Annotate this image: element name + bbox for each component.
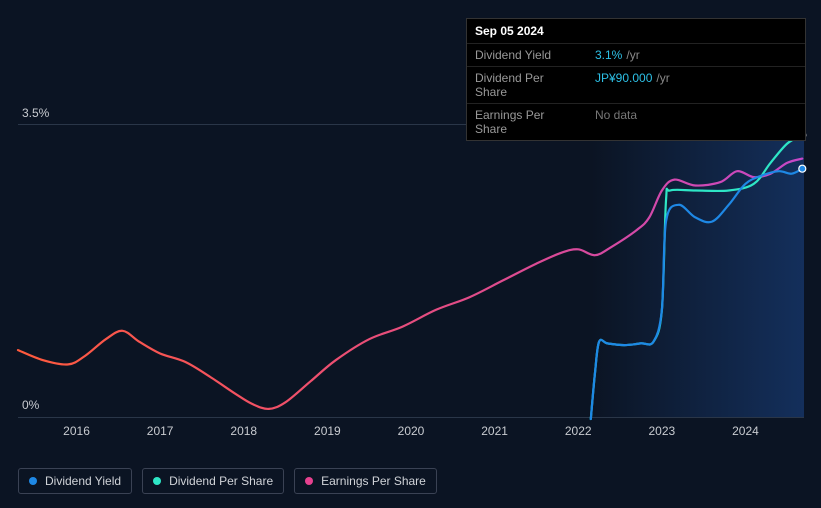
chart-svg <box>18 125 804 417</box>
chart-tooltip: Sep 05 2024 Dividend Yield3.1%/yrDividen… <box>466 18 806 141</box>
tooltip-row-value: No data <box>587 104 645 140</box>
x-axis: 2016 2017 2018 2019 2020 2021 2022 2023 2024 <box>18 424 804 444</box>
tooltip-row: Earnings Per ShareNo data <box>467 104 805 140</box>
series-dividend_per_share <box>591 135 803 419</box>
legend-label: Dividend Yield <box>45 474 121 488</box>
tooltip-row-label: Earnings Per Share <box>467 104 587 140</box>
x-axis-tick: 2016 <box>63 424 90 438</box>
x-axis-tick: 2018 <box>230 424 257 438</box>
tooltip-row-value: JP¥90.000/yr <box>587 67 678 103</box>
tooltip-row: Dividend Per ShareJP¥90.000/yr <box>467 67 805 104</box>
x-axis-tick: 2021 <box>481 424 508 438</box>
legend-dot-icon <box>29 477 37 485</box>
chart-container: 3.5% Past 0% 2016 2017 2018 2019 2020 2021 202… <box>18 108 804 448</box>
legend-item[interactable]: Earnings Per Share <box>294 468 437 494</box>
legend-item[interactable]: Dividend Per Share <box>142 468 284 494</box>
y-axis-bottom-label: 0% <box>22 398 39 412</box>
x-axis-tick: 2023 <box>648 424 675 438</box>
x-axis-tick: 2017 <box>147 424 174 438</box>
legend: Dividend Yield Dividend Per Share Earnings… <box>18 468 437 494</box>
tooltip-date: Sep 05 2024 <box>467 19 552 43</box>
tooltip-row-label: Dividend Per Share <box>467 67 587 103</box>
tooltip-row-label: Dividend Yield <box>467 44 587 66</box>
x-axis-tick: 2022 <box>565 424 592 438</box>
series-dividend_yield <box>591 169 803 419</box>
plot-area[interactable]: Past <box>18 124 804 418</box>
x-axis-tick: 2024 <box>732 424 759 438</box>
legend-dot-icon <box>305 477 313 485</box>
series-dividend_yield-end-marker <box>799 165 806 172</box>
legend-item[interactable]: Dividend Yield <box>18 468 132 494</box>
legend-label: Dividend Per Share <box>169 474 273 488</box>
legend-dot-icon <box>153 477 161 485</box>
series-earnings_per_share <box>18 159 802 409</box>
tooltip-row-value: 3.1%/yr <box>587 44 648 66</box>
y-axis-top-label: 3.5% <box>22 106 49 120</box>
x-axis-tick: 2020 <box>398 424 425 438</box>
x-axis-tick: 2019 <box>314 424 341 438</box>
tooltip-rows: Dividend Yield3.1%/yrDividend Per ShareJ… <box>467 44 805 140</box>
legend-label: Earnings Per Share <box>321 474 426 488</box>
tooltip-row: Dividend Yield3.1%/yr <box>467 44 805 67</box>
